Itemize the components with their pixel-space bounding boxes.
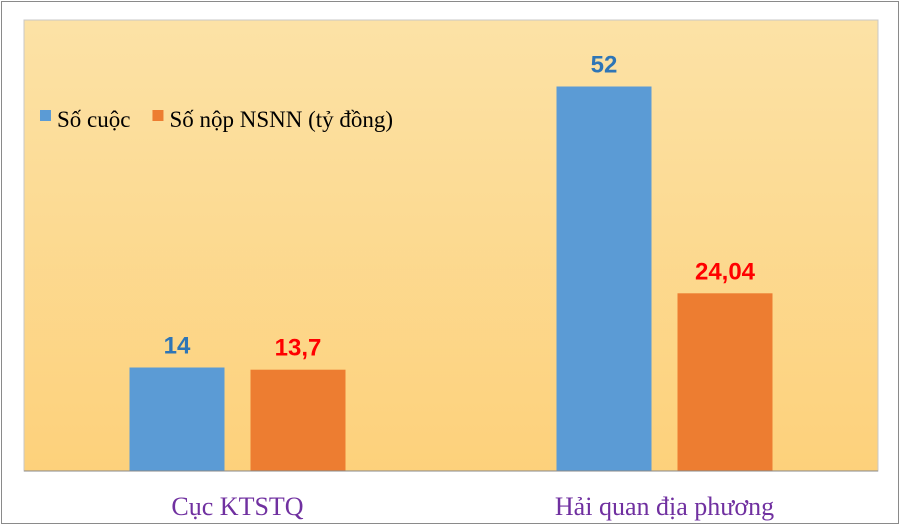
bar-so-cuoc-1 — [556, 86, 652, 471]
data-label-so-cuoc-1: 52 — [591, 52, 618, 79]
bar-so-nop-nsnn-0 — [250, 369, 346, 471]
category-label-0: Cục KTSTQ — [171, 492, 303, 521]
category-label-1: Hải quan địa phương — [555, 492, 774, 521]
category-labels-layer: Cục KTSTQ Hải quan địa phương — [171, 492, 774, 521]
bars-layer — [129, 86, 773, 471]
value-labels-layer: 14 13,7 52 24,04 — [164, 52, 756, 362]
data-label-so-nop-nsnn-1: 24,04 — [695, 258, 756, 285]
bar-so-cuoc-0 — [129, 367, 225, 471]
legend-swatch-so-cuoc — [40, 110, 51, 121]
legend: Số cuộc Số nộp NSNN (tỷ đồng) — [40, 107, 393, 132]
data-label-so-nop-nsnn-0: 13,7 — [275, 335, 322, 362]
data-label-so-cuoc-0: 14 — [164, 333, 191, 360]
legend-label-so-cuoc: Số cuộc — [57, 107, 130, 132]
legend-label-so-nop-nsnn: Số nộp NSNN (tỷ đồng) — [169, 107, 393, 132]
bar-so-nop-nsnn-1 — [677, 293, 773, 471]
legend-swatch-so-nop-nsnn — [152, 110, 164, 121]
